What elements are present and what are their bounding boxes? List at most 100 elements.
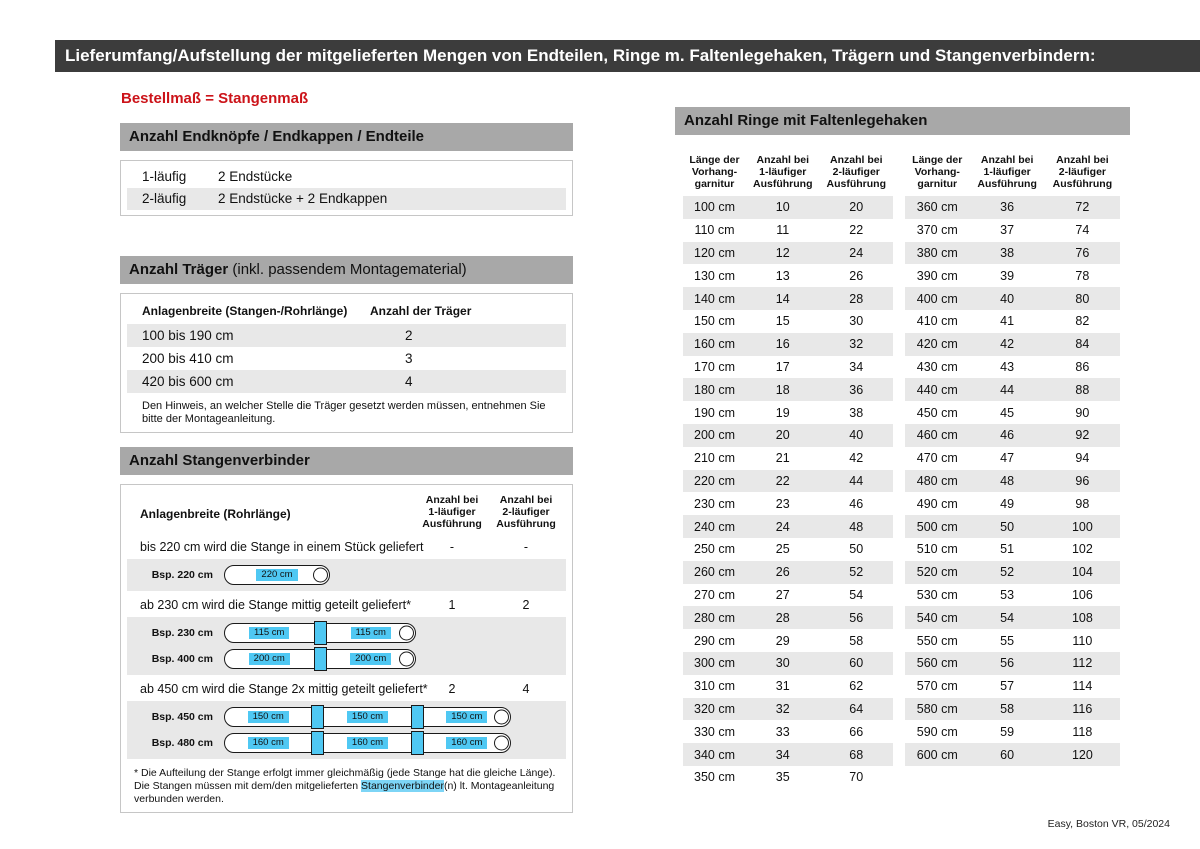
ring-count-2laufig-cell: 34: [849, 359, 864, 374]
ring-length-cell: 490 cm: [916, 496, 958, 511]
verbinder-col-1laufig: Anzahl bei 1-läufiger Ausführung: [422, 494, 482, 530]
ring-length-cell: 150 cm: [694, 314, 735, 329]
ring-table-row: 360 cm 36 72: [905, 196, 1120, 219]
rod-diagram: 150 cm 150 cm 150 cm: [224, 705, 511, 729]
ring-count-2laufig-cell: 60: [849, 656, 864, 671]
ring-count-1laufig-cell: 30: [775, 656, 790, 671]
ring-length-cell: 590 cm: [916, 724, 958, 739]
verbinder-count-1laufig: -: [449, 540, 455, 554]
traeger-row-range: 100 bis 190 cm: [142, 328, 234, 343]
ring-count-2laufig-cell: 58: [849, 633, 864, 648]
ringe-left-rows: 100 cm 10 20 110 cm 11 22 120 cm 12 24 130 cm 13 26…: [683, 196, 893, 789]
section-title-endteile: Anzahl Endknöpfe / Endkappen / Endteile: [129, 128, 425, 145]
ring-length-cell: 520 cm: [916, 565, 958, 580]
ring-count-1laufig-cell: 15: [775, 314, 790, 329]
ring-table-row: 430 cm 43 86: [905, 356, 1120, 379]
ring-count-2laufig-cell: 100: [1071, 519, 1093, 534]
ring-table-row: 100 cm 10 20: [683, 196, 893, 219]
ringe-col-length: Länge der Vorhang-garnitur: [689, 154, 740, 190]
ring-count-2laufig-cell: 56: [849, 610, 864, 625]
ring-count-2laufig-cell: 72: [1075, 200, 1090, 215]
ring-table-row: 530 cm 53 106: [905, 584, 1120, 607]
ring-count-2laufig-cell: 30: [849, 314, 864, 329]
ring-length-cell: 280 cm: [694, 610, 735, 625]
ring-length-cell: 390 cm: [916, 268, 958, 283]
page-title: Lieferumfang/Aufstellung der mitgeliefer…: [65, 46, 1096, 65]
ring-table-row: 110 cm 11 22: [683, 219, 893, 242]
section-header-ringe: Anzahl Ringe mit Faltenlegehaken: [675, 107, 1130, 135]
ring-table-row: 220 cm 22 44: [683, 469, 893, 493]
verbinder-table-header: Anlagenbreite (Rohrlänge) Anzahl bei 1-lä…: [121, 485, 572, 539]
endteile-table: 1-läufig 2 Endstücke 2-läufig 2 Endstücke +…: [120, 160, 573, 216]
verbinder-count-2laufig: 4: [522, 682, 530, 696]
ring-table-row: 170 cm 17 34: [683, 356, 893, 379]
endteile-row-label: 2-läufig: [142, 191, 187, 206]
ring-length-cell: 290 cm: [694, 633, 735, 648]
ring-table-row: 140 cm 14 28: [683, 287, 893, 310]
rod-segment: 150 cm: [324, 711, 410, 723]
section-title-traeger-suffix: (inkl. passendem Montagematerial): [228, 261, 467, 278]
verbinder-col-2laufig: Anzahl bei 2-läufiger Ausführung: [496, 494, 556, 530]
ring-table-row: 500 cm 50 100: [905, 515, 1120, 538]
ring-table-row: 480 cm 48 96: [905, 469, 1120, 493]
ring-count-2laufig-cell: 90: [1075, 405, 1090, 420]
section-header-endteile: Anzahl Endknöpfe / Endkappen / Endteile: [120, 123, 573, 151]
ring-count-2laufig-cell: 120: [1071, 747, 1093, 762]
ring-length-cell: 130 cm: [694, 268, 735, 283]
ring-length-cell: 330 cm: [694, 724, 735, 739]
ring-table-row: 420 cm 42 84: [905, 332, 1120, 356]
ring-count-1laufig-cell: 10: [775, 200, 790, 215]
section-title-traeger: Anzahl Träger: [129, 261, 229, 278]
ring-table-row: 520 cm 52 104: [905, 560, 1120, 584]
ring-count-2laufig-cell: 118: [1072, 724, 1093, 739]
ring-count-1laufig-cell: 58: [1000, 701, 1015, 716]
ring-count-1laufig-cell: 20: [775, 428, 790, 443]
ring-table-row: 370 cm 37 74: [905, 219, 1120, 242]
rod-connector-icon: [313, 647, 327, 671]
ring-table-row: 510 cm 51 102: [905, 538, 1120, 561]
rod-segment-length: 200 cm: [350, 653, 392, 665]
ring-count-1laufig-cell: 47: [1000, 451, 1015, 466]
verbinder-section-row: bis 220 cm wird die Stange in einem Stüc…: [121, 539, 572, 557]
endteile-row-value: 2 Endstücke: [218, 169, 293, 184]
ring-count-1laufig-cell: 16: [775, 337, 790, 352]
ring-count-1laufig-cell: 24: [775, 519, 790, 534]
ring-count-1laufig-cell: 28: [775, 610, 790, 625]
rod-connector-icon: [410, 705, 424, 729]
traeger-rows: 100 bis 190 cm 2 200 bis 410 cm 3 420 bis 60…: [127, 324, 566, 393]
example-label: Bsp. 400 cm: [151, 653, 213, 665]
rod-segment-length: 160 cm: [346, 737, 389, 749]
rod-connector-icon: [311, 731, 325, 755]
example-row: Bsp. 480 cm 160 cm 160 cm 160 cm: [127, 730, 566, 756]
ring-length-cell: 170 cm: [694, 359, 735, 374]
ring-count-1laufig-cell: 57: [1000, 679, 1015, 694]
ring-count-1laufig-cell: 40: [1000, 291, 1015, 306]
ring-length-cell: 190 cm: [694, 405, 735, 420]
ring-count-1laufig-cell: 50: [1000, 519, 1015, 534]
example-row: Bsp. 220 cm 220 cm: [127, 562, 566, 588]
ring-count-2laufig-cell: 26: [849, 268, 864, 283]
rod-diagram: 160 cm 160 cm 160 cm: [224, 731, 511, 755]
rod-endcap-icon: [399, 651, 414, 667]
ring-length-cell: 470 cm: [916, 451, 958, 466]
ring-table-row: 590 cm 59 118: [905, 720, 1120, 743]
ring-length-cell: 530 cm: [916, 587, 958, 602]
rod-segment: 115 cm: [327, 627, 416, 639]
ring-count-1laufig-cell: 32: [775, 701, 790, 716]
example-block: Bsp. 450 cm 150 cm 150 cm 150 cm Bsp. 480 cm…: [127, 701, 566, 759]
traeger-col-width: Anlagenbreite (Stangen-/Rohrlänge): [142, 304, 348, 318]
ring-count-2laufig-cell: 94: [1075, 451, 1090, 466]
traeger-row: 100 bis 190 cm 2: [127, 324, 566, 347]
rod-connector-icon: [311, 705, 325, 729]
ring-length-cell: 120 cm: [694, 245, 735, 260]
footnote-pre: * Die Aufteilung der Stange erfolgt imme…: [134, 767, 556, 792]
example-row: Bsp. 450 cm 150 cm 150 cm 150 cm: [127, 704, 566, 730]
ring-count-2laufig-cell: 32: [849, 337, 864, 352]
ring-count-2laufig-cell: 108: [1071, 610, 1093, 625]
ringe-col-1laufig: Anzahl bei 1-läufiger Ausführung: [753, 154, 813, 190]
traeger-row-count: 2: [405, 328, 413, 343]
ring-length-cell: 340 cm: [694, 747, 735, 762]
ring-length-cell: 550 cm: [916, 633, 958, 648]
ring-count-1laufig-cell: 42: [1000, 337, 1015, 352]
